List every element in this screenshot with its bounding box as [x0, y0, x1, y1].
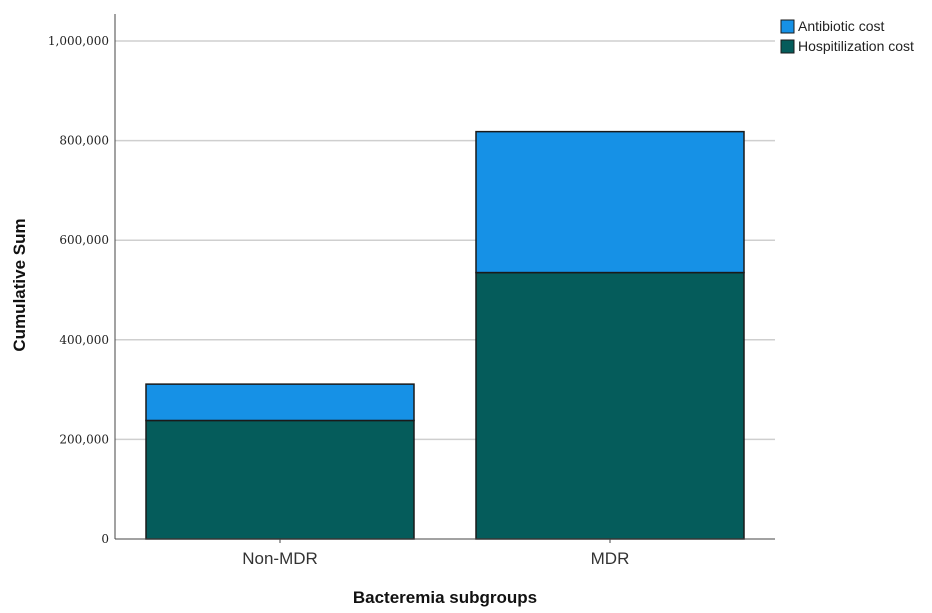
x-axis-title: Bacteremia subgroups	[353, 588, 537, 607]
y-tick-label: 0	[101, 532, 109, 546]
legend-label: Antibiotic cost	[798, 18, 884, 34]
bar-segment-hospitalization-1	[475, 271, 745, 540]
y-tick-label: 1,000,000	[48, 34, 109, 48]
legend-swatch	[780, 19, 795, 34]
y-axis-title: Cumulative Sum	[10, 218, 29, 351]
x-tick-label: MDR	[591, 549, 630, 568]
bars	[145, 130, 745, 540]
y-tick-label: 400,000	[59, 333, 109, 347]
x-tick-label: Non-MDR	[242, 549, 318, 568]
legend-label: Hospitilization cost	[798, 38, 914, 54]
y-tick-label: 600,000	[59, 233, 109, 247]
bar-segment-hospitalization-0	[145, 419, 415, 540]
y-tick-label: 800,000	[59, 134, 109, 148]
y-tick-labels: 0 200,000 400,000 600,000 800,000 1,000,000	[48, 34, 109, 546]
bar-segment-antibiotic-1	[475, 130, 745, 274]
legend-swatch	[780, 39, 795, 54]
axes	[114, 14, 775, 540]
bar-segment-antibiotic-0	[145, 383, 415, 422]
y-tick-label: 200,000	[59, 432, 109, 446]
x-tick-labels: Non-MDR MDR	[242, 539, 629, 568]
legend: Antibiotic cost Hospitilization cost	[780, 18, 914, 54]
